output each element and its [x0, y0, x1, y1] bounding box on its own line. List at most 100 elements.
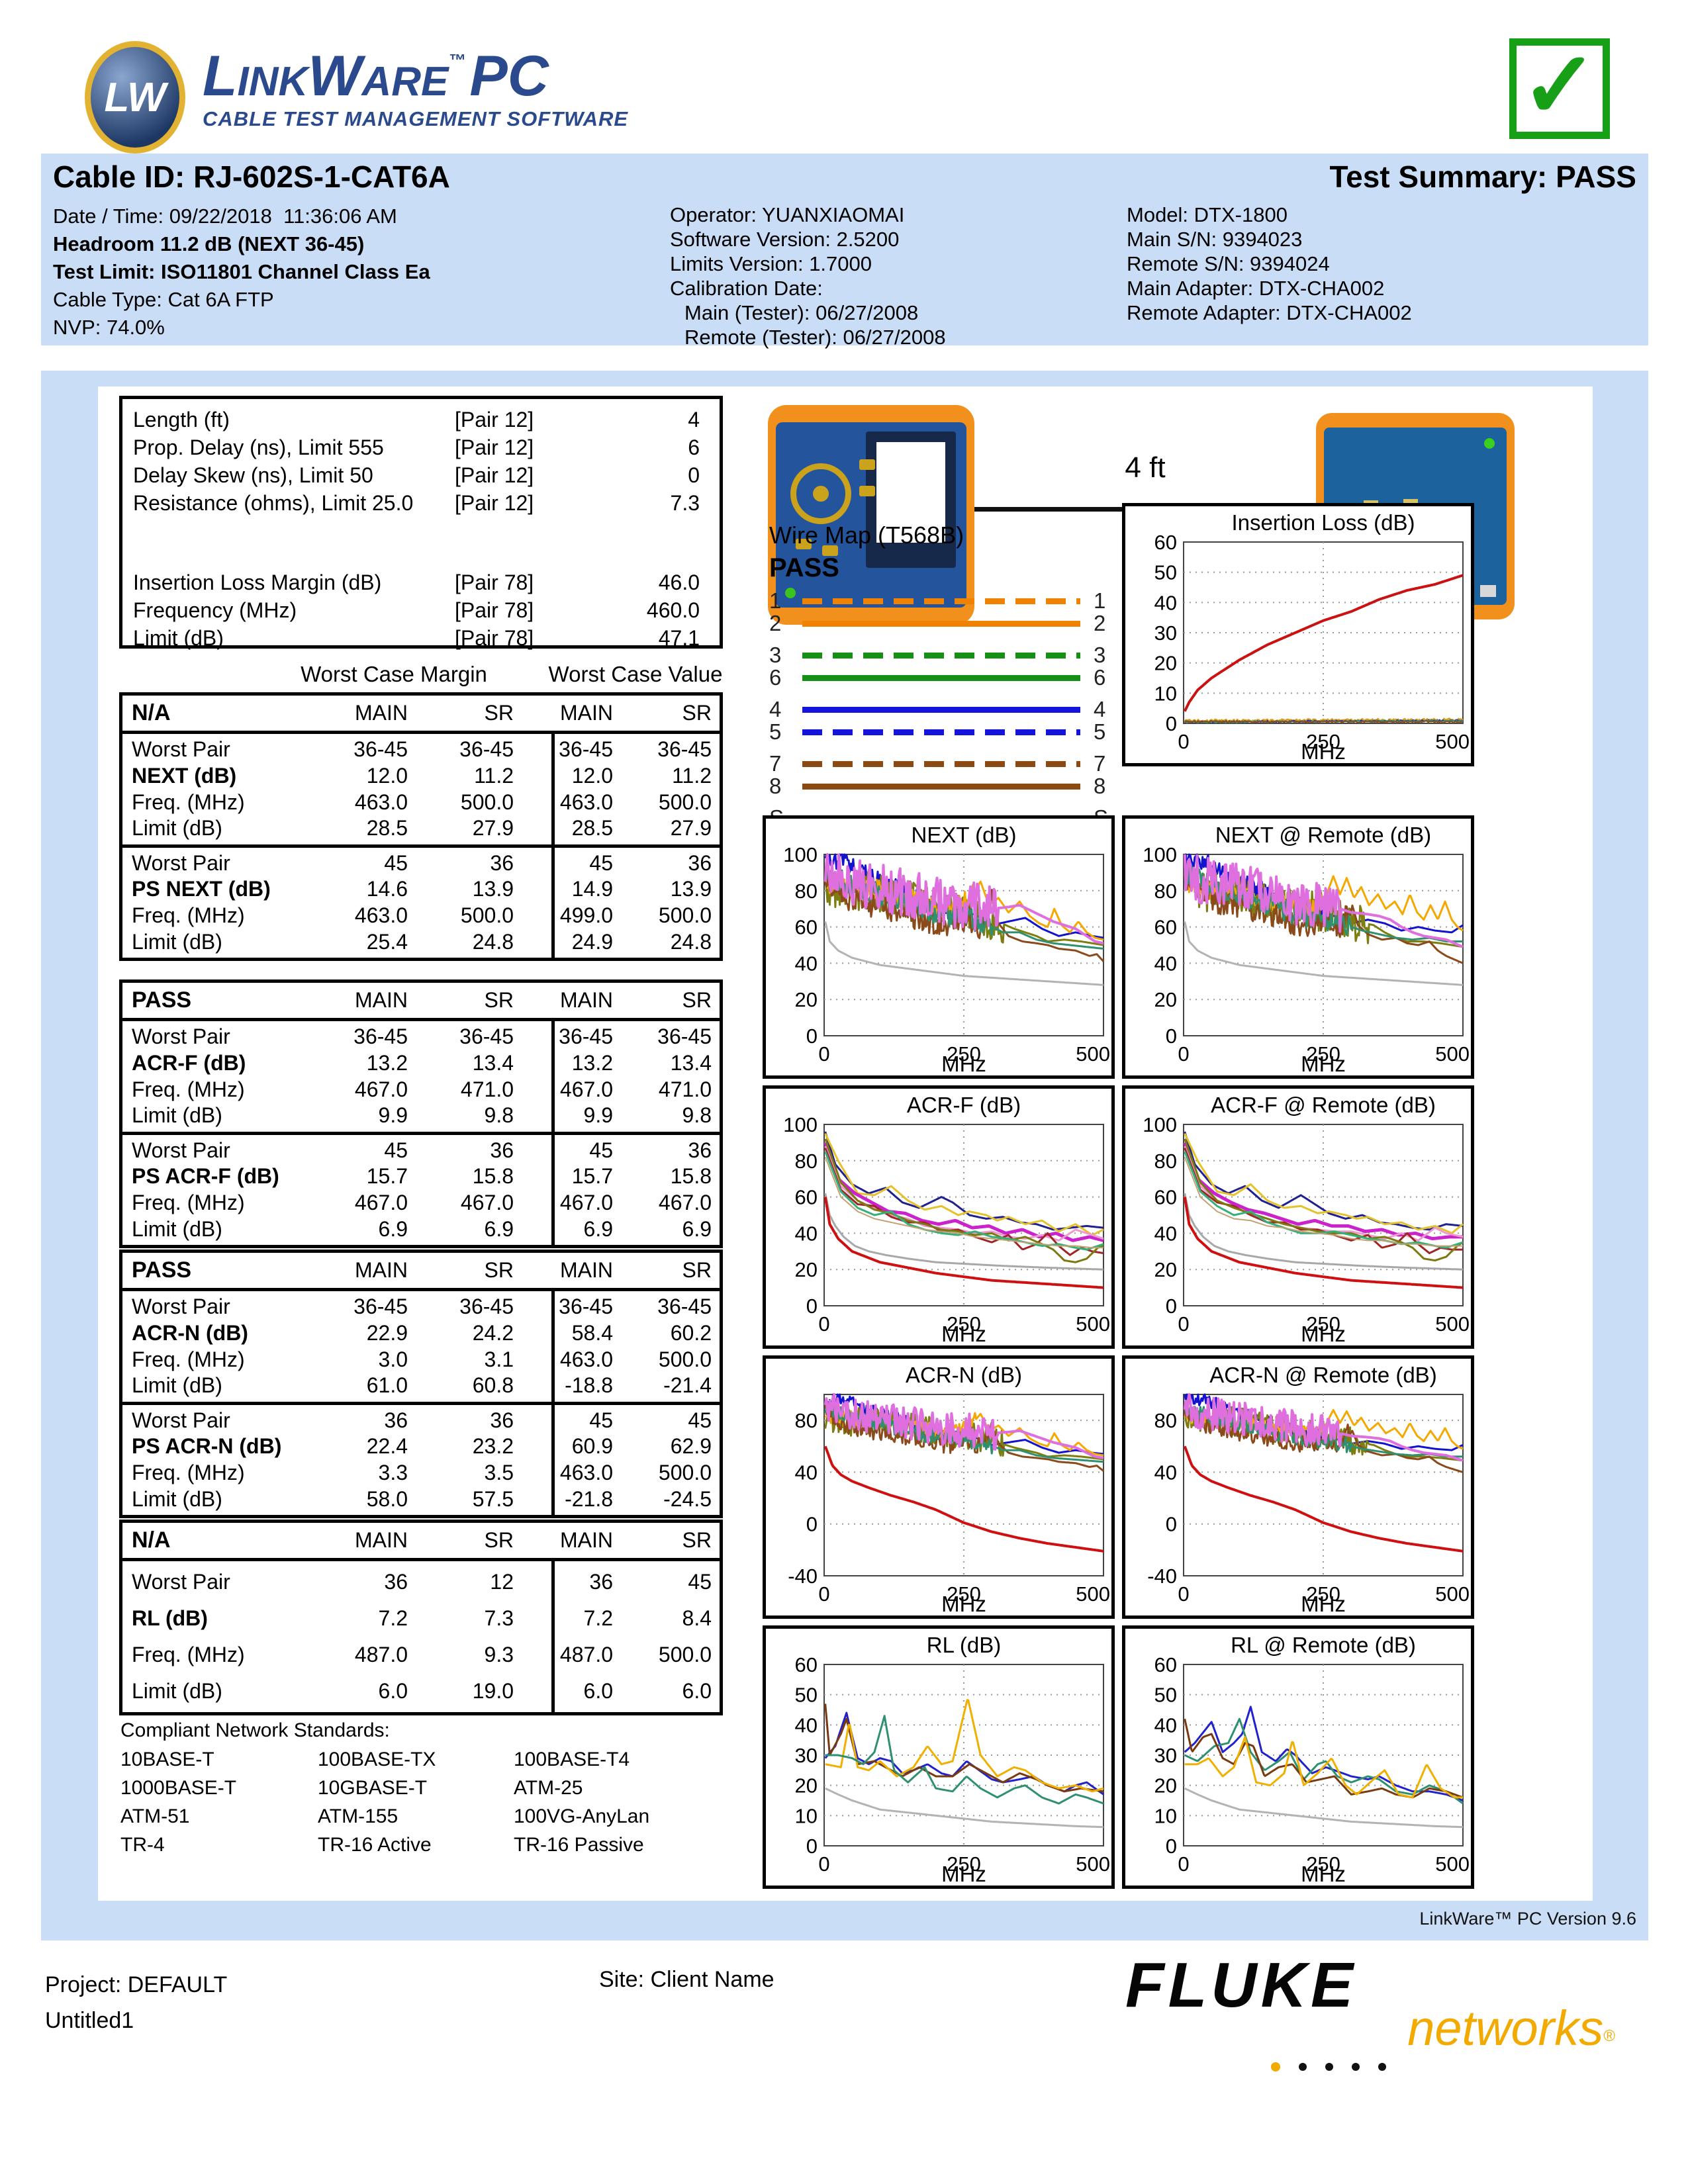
y-tick-label: 100 — [783, 1113, 818, 1136]
row-label: Limit (dB) — [132, 1103, 222, 1128]
row-value: 23.2 — [472, 1434, 514, 1459]
dot-icon — [1378, 2063, 1386, 2071]
row-label: Worst Pair — [132, 1408, 230, 1432]
chart-canvas: RL @ Remote (dB) 0 10 20 30 40 50 60 0 250 500 MHz — [1154, 1633, 1470, 1886]
chart-title: ACR-F @ Remote (dB) — [1211, 1093, 1436, 1117]
wire-map: Wire Map (T568B) PASS 1122336644557788SS — [769, 522, 1113, 830]
y-tick-label: 30 — [1154, 1744, 1177, 1767]
y-tick-label: 10 — [1154, 1804, 1177, 1827]
y-tick-label: 60 — [1154, 1653, 1177, 1676]
wire-pin-right: 3 — [1094, 643, 1106, 667]
row-value: 14.6 — [366, 877, 408, 901]
dot-icon — [1299, 2063, 1307, 2071]
x-tick-label: 500 — [1435, 1312, 1470, 1336]
series-line — [1183, 1197, 1464, 1289]
wire-pin-left: 7 — [769, 751, 782, 776]
worst-case-value-label: Worst Case Value — [548, 662, 723, 686]
x-tick-label: 250 — [1306, 1042, 1340, 1066]
series-line — [1183, 1393, 1464, 1462]
row-value: 61.0 — [366, 1373, 408, 1398]
series-line — [1183, 1445, 1464, 1553]
series-line — [1184, 1133, 1464, 1234]
standard-item: 100BASE-TX — [318, 1749, 436, 1770]
series-line — [824, 1133, 1104, 1236]
row-value: 467.0 — [460, 1191, 514, 1215]
chart-canvas: RL (dB) 0 10 20 30 40 50 60 0 250 500 MHz — [795, 1633, 1110, 1886]
table-row: Limit (dB) 6.9 6.9 6.9 6.9 — [122, 1216, 720, 1242]
y-tick-label: 40 — [795, 1461, 818, 1484]
y-tick-label: 80 — [1154, 1409, 1177, 1432]
summary-row-label: Insertion Loss Margin (dB) — [133, 570, 382, 594]
summary-row-value: 6 — [688, 435, 700, 459]
main-tester-screen-bezel — [866, 432, 956, 568]
lw-badge-icon: LW — [85, 41, 185, 154]
row-value: 36 — [688, 850, 712, 875]
row-value: 36 — [490, 1408, 514, 1432]
x-tick-label: 250 — [1306, 1582, 1340, 1606]
result-table-col-header: SR — [484, 1258, 514, 1282]
row-value: 463.0 — [354, 790, 408, 814]
row-value: 28.5 — [571, 816, 613, 841]
row-value: 3.0 — [378, 1347, 408, 1371]
row-value: 45 — [589, 1408, 613, 1432]
row-value: 12.0 — [366, 763, 408, 788]
standard-item: ATM-51 — [120, 1805, 190, 1827]
row-value: 9.8 — [484, 1103, 514, 1128]
table-row: PS ACR-N (dB) 22.4 23.2 60.9 62.9 — [122, 1433, 720, 1460]
wire-map-rows: 1122336644557788SS — [769, 588, 1113, 830]
wire-pin-left: 6 — [769, 665, 782, 690]
table-row: Worst Pair 36-45 36-45 36-45 36-45 — [122, 737, 720, 763]
test-summary-value: PASS — [1556, 159, 1636, 194]
summary-row-pair: [Pair 12] — [455, 435, 534, 459]
result-table-col-header: SR — [682, 1528, 712, 1552]
row-value: 487.0 — [559, 1643, 613, 1666]
row-value: 36-45 — [559, 1295, 613, 1319]
y-tick-label: 20 — [795, 988, 818, 1011]
x-tick-label: 0 — [1178, 1582, 1189, 1606]
dot-icon — [1352, 2063, 1360, 2071]
summary-table-spacer — [122, 517, 720, 569]
logo-letter: ARE — [361, 59, 449, 105]
row-label: Freq. (MHz) — [132, 1643, 245, 1666]
remote-tester-mark — [1403, 499, 1418, 504]
y-tick-label: 50 — [795, 1684, 818, 1707]
header-info-line: Remote S/N: 9394024 — [1127, 252, 1330, 275]
row-label: ACR-F (dB) — [132, 1050, 246, 1075]
header-info-left: Date / Time: 09/22/2018 11:36:06 AM Headr… — [53, 203, 670, 349]
row-value: 28.5 — [366, 816, 408, 841]
header-info-line: Operator: YUANXIAOMAI — [670, 203, 905, 226]
row-value: 7.3 — [484, 1606, 514, 1630]
row-label: Freq. (MHz) — [132, 1077, 245, 1101]
result-table-groups: Worst Pair 36 12 36 45 RL (dB) 7.2 7.3 7.2 8.4 Fre… — [122, 1558, 720, 1715]
logo-subtitle: CABLE TEST MANAGEMENT SOFTWARE — [203, 107, 629, 130]
table-row: Freq. (MHz) 3.3 3.5 463.0 500.0 — [122, 1460, 720, 1486]
x-tick-label: 250 — [1306, 1312, 1340, 1336]
summary-row-label: Delay Skew (ns), Limit 50 — [133, 463, 373, 487]
chart-canvas: Insertion Loss (dB) 0 10 20 30 40 50 60 0 250 500 M… — [1154, 510, 1470, 764]
row-value: 3.5 — [484, 1461, 514, 1485]
row-value: -18.8 — [565, 1373, 613, 1398]
table-row: RL (dB) 7.2 7.3 7.2 8.4 — [122, 1600, 720, 1637]
x-tick-label: 250 — [1306, 730, 1340, 753]
summary-table-row: Insertion Loss Margin (dB) [Pair 78] 46.0 — [122, 569, 720, 596]
result-table-group: Worst Pair 36-45 36-45 36-45 36-45 ACR-F (dB)… — [122, 1021, 720, 1132]
result-table-col-header: MAIN — [355, 988, 408, 1012]
table-row: Freq. (MHz) 463.0 500.0 463.0 500.0 — [122, 789, 720, 815]
y-tick-label: 60 — [795, 916, 818, 939]
x-axis-label: MHz — [1301, 1052, 1346, 1075]
summary-table-row: Frequency (MHz) [Pair 78] 460.0 — [122, 596, 720, 624]
row-value: 467.0 — [354, 1077, 408, 1101]
y-tick-label: 40 — [1154, 1461, 1177, 1484]
row-value: 36-45 — [657, 1024, 712, 1049]
row-value: 36-45 — [459, 1295, 514, 1319]
x-tick-label: 500 — [1076, 1852, 1110, 1876]
series-line — [824, 921, 1104, 986]
wire-line — [802, 783, 1080, 790]
row-value: 12.0 — [571, 763, 613, 788]
series-line — [1183, 854, 1464, 948]
row-label: Worst Pair — [132, 850, 230, 875]
x-axis-label: MHz — [941, 1592, 986, 1615]
result-table-acrf: PASS MAIN SR MAIN SR Worst Pair 36-45 36-45 36-4… — [119, 979, 723, 1248]
table-row: PS ACR-F (dB) 15.7 15.8 15.7 15.8 — [122, 1163, 720, 1190]
